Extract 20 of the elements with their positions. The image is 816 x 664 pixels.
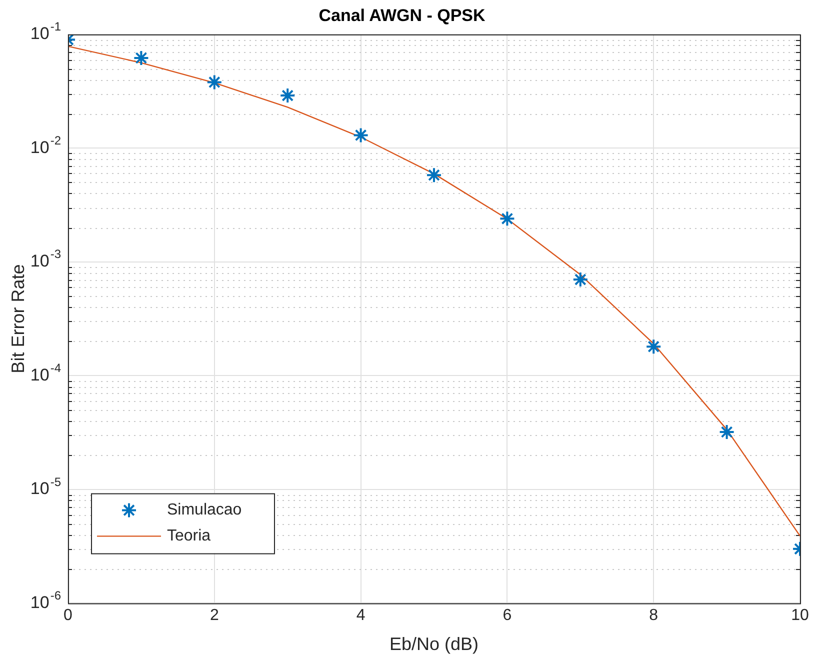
point (352, 127, 369, 144)
x-tick-label: 10 (791, 607, 809, 624)
point (426, 167, 442, 184)
point (206, 74, 222, 90)
x-tick-label: 0 (64, 607, 73, 624)
x-tick-label: 6 (502, 607, 512, 624)
point (133, 50, 150, 66)
chart-title: Canal AWGN - QPSK (318, 6, 486, 25)
x-axis-title: Eb/No (dB) (389, 634, 479, 654)
point (718, 424, 735, 440)
x-tick-label: 2 (210, 607, 219, 624)
x-tick-label: 4 (356, 607, 366, 624)
x-tick-label: 8 (649, 607, 658, 624)
y-axis-title: Bit Error Rate (8, 264, 28, 374)
legend-label: Teoria (167, 528, 211, 545)
point (499, 210, 516, 227)
point (280, 88, 296, 104)
point (572, 272, 588, 288)
legend-label: Simulacao (167, 502, 242, 519)
point (646, 338, 662, 355)
